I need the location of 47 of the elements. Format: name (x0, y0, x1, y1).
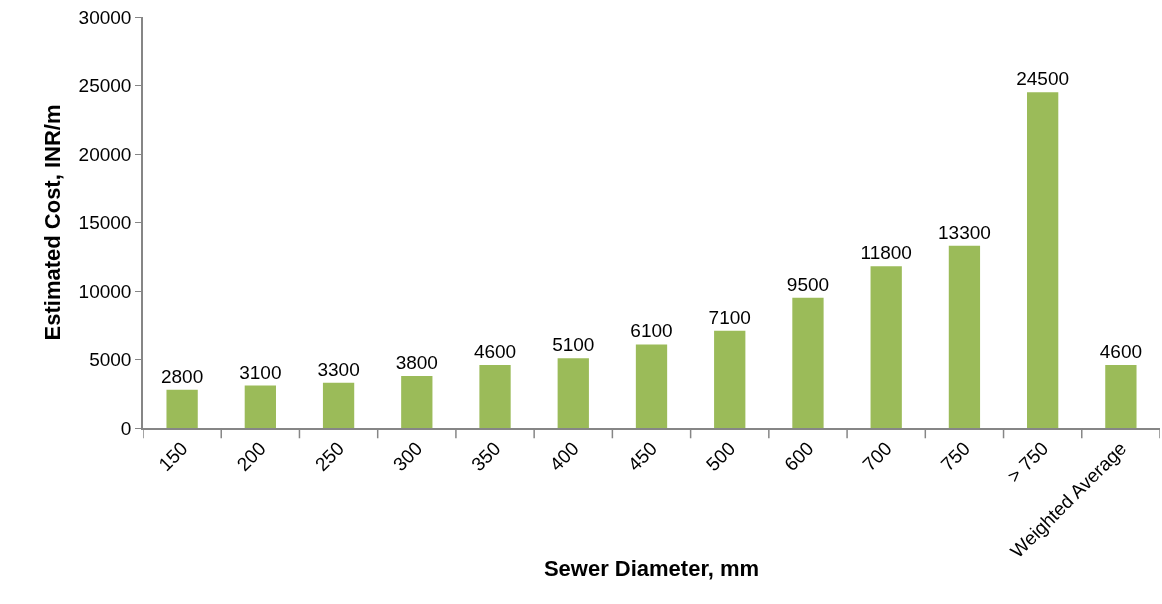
bar (1027, 92, 1059, 428)
x-tick-label: 500 (702, 437, 740, 476)
bar (401, 375, 433, 428)
y-tick-label: 5000 (89, 349, 132, 371)
data-label: 13300 (938, 221, 991, 243)
y-tick-label: 20000 (78, 143, 132, 165)
x-tick-label: > 750 (1003, 437, 1053, 487)
x-tick-label: 400 (545, 437, 583, 476)
x-tick-label: 150 (154, 437, 192, 476)
data-label: 4600 (1099, 340, 1143, 362)
bar (557, 358, 589, 428)
bar (166, 389, 198, 428)
y-tick-label: 15000 (78, 212, 132, 234)
x-tick-label: 250 (310, 437, 349, 476)
y-axis-title: Estimated Cost, INR/m (39, 104, 65, 341)
bar (870, 266, 902, 428)
x-tick-label: 750 (936, 437, 974, 476)
data-label: 3100 (239, 361, 282, 383)
y-tick-label: 0 (120, 417, 132, 439)
data-label: 7100 (708, 306, 751, 328)
x-tick-label: 350 (467, 437, 505, 476)
bar (714, 330, 746, 428)
x-axis-title: Sewer Diameter, mm (543, 556, 760, 582)
x-tick-label: 300 (389, 437, 427, 476)
bar (1105, 364, 1137, 428)
y-tick-label: 10000 (78, 280, 132, 302)
bar (479, 364, 511, 428)
data-label: 5100 (552, 334, 595, 356)
data-label: 2800 (160, 365, 204, 387)
data-label: 3300 (317, 358, 360, 380)
data-label: 6100 (630, 320, 673, 342)
data-label: 3800 (395, 351, 438, 373)
data-label: 24500 (1016, 68, 1070, 90)
data-label: 4600 (473, 340, 517, 362)
bar (792, 297, 824, 428)
bar (948, 245, 981, 428)
y-tick-label: 25000 (78, 75, 132, 97)
x-tick-label: 700 (858, 437, 896, 476)
data-label: 11800 (860, 242, 912, 264)
bar (244, 385, 276, 428)
bar (635, 344, 668, 428)
x-tick-label: 600 (780, 437, 818, 476)
bar (322, 382, 355, 428)
x-tick-label: 450 (623, 437, 662, 476)
x-tick-label: 200 (232, 437, 270, 476)
data-label: 9500 (786, 273, 830, 295)
y-tick-label: 30000 (78, 6, 132, 28)
